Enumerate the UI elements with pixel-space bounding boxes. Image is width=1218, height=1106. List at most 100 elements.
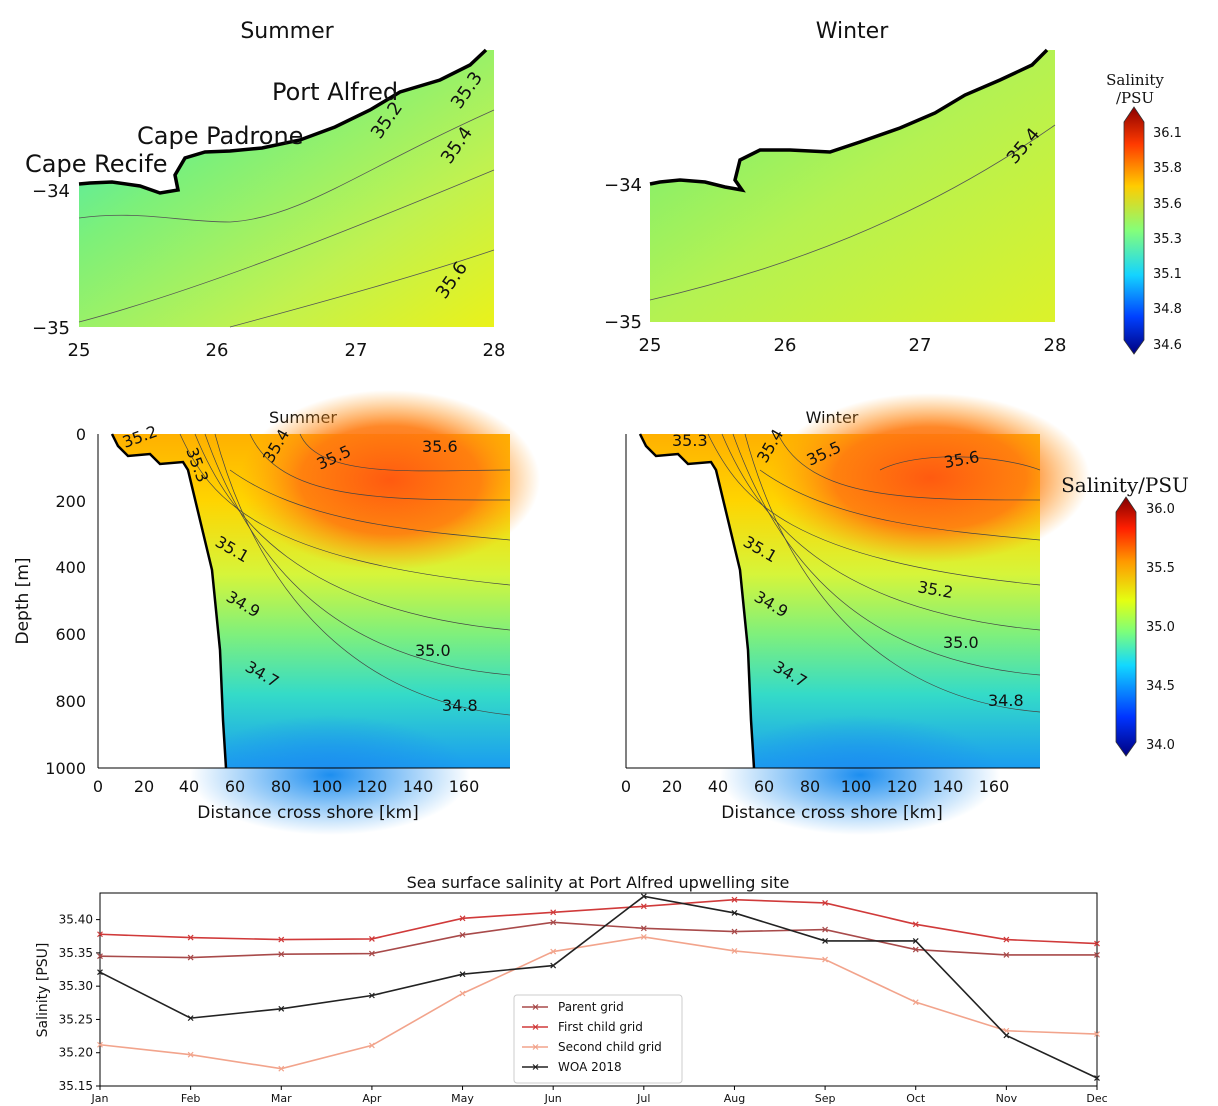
data-point: [1003, 1032, 1010, 1039]
line-chart-ytick: 35.25: [59, 1012, 93, 1026]
map-summer-coastline: [78, 48, 488, 195]
legend-label: WOA 2018: [558, 1060, 622, 1074]
colorbar-1-tick: 34.6: [1153, 338, 1182, 353]
section-winter-xtick: 80: [800, 777, 820, 796]
map-winter-title: Winter: [816, 19, 889, 44]
map-summer-contour-3: [229, 249, 495, 328]
data-point: [550, 948, 557, 955]
section-summer: Summer 35.2 35.3 35.4 35.5 35.6 35.1 34.…: [13, 390, 540, 835]
section-summer-land: [98, 434, 226, 768]
section-summer-xtick: 80: [271, 777, 291, 796]
map-winter-contour: [649, 124, 1056, 301]
data-point: [640, 893, 647, 900]
colorbar-2-tick: 35.0: [1146, 620, 1175, 635]
legend-marker: [532, 1044, 539, 1050]
place-label-port-alfred: Port Alfred: [272, 78, 398, 106]
section-summer-ytick: 600: [55, 625, 86, 644]
data-point: [550, 962, 557, 969]
map-summer-xtick: 25: [68, 340, 91, 361]
data-point: [459, 915, 466, 922]
data-point: [187, 1015, 194, 1022]
map-summer-contour-1: [78, 109, 495, 223]
map-summer-xtick: 27: [345, 340, 368, 361]
map-winter: Winter 35.4 25 26 27 28 −34 −35: [604, 19, 1066, 356]
section-summer-ytick: 800: [55, 692, 86, 711]
data-point: [278, 1065, 285, 1072]
line-chart-ytick: 35.15: [59, 1079, 93, 1093]
section-winter: Winter 35.3 35.4 35.5 35.6 35.1 35.2 34.…: [621, 393, 1090, 835]
section-winter-xtick: 120: [887, 777, 918, 796]
line-chart-xtick: Nov: [996, 1092, 1018, 1105]
section-summer-xtick: 60: [225, 777, 245, 796]
map-summer: Summer 25 26 27 28 −34 −35 Port Alfred C…: [25, 19, 505, 361]
data-point: [1094, 951, 1100, 958]
colorbar-2: Salinity/PSU 36.0 35.5 35.0 34.5 34.0: [1061, 473, 1189, 757]
colorbar-2-label: Salinity/PSU: [1061, 473, 1189, 497]
section-summer-contour-label: 35.0: [415, 641, 451, 660]
series-line-first-child-grid: [99, 898, 1098, 945]
data-point: [731, 928, 738, 935]
colorbar-1-tick: 35.8: [1153, 161, 1182, 176]
data-point: [459, 990, 466, 997]
section-winter-contour-label: 35.0: [943, 633, 979, 652]
colorbar-2-tick: 34.0: [1146, 738, 1175, 753]
legend-marker: [532, 1064, 539, 1070]
line-chart-xtick: Mar: [271, 1092, 292, 1105]
colorbar-1-ticks: 36.1 35.8 35.6 35.3 35.1 34.8 34.6: [1153, 126, 1182, 353]
data-point: [912, 937, 919, 944]
data-point: [368, 935, 375, 942]
data-point: [731, 910, 738, 916]
colorbar-1-label-line2: /PSU: [1116, 89, 1154, 107]
data-point: [822, 900, 829, 906]
map-summer-xtick: 28: [483, 340, 506, 361]
map-summer-ytick: −35: [32, 318, 70, 339]
data-point: [459, 971, 466, 978]
section-winter-xtick: 140: [933, 777, 964, 796]
section-summer-xtick: 0: [93, 777, 103, 796]
data-point: [278, 951, 285, 958]
line-chart-ytick: 35.30: [59, 979, 93, 993]
section-summer-xtick: 100: [312, 777, 343, 796]
colorbar-2-bar: [1115, 496, 1137, 757]
map-summer-contour-2: [78, 169, 495, 323]
data-point: [1003, 936, 1010, 943]
legend-label: First child grid: [558, 1020, 643, 1034]
data-point: [640, 933, 647, 940]
data-point: [97, 931, 103, 938]
map-winter-xtick: 27: [909, 335, 932, 356]
data-point: [550, 919, 557, 926]
line-chart-ylabel: Salinity [PSU]: [35, 943, 51, 1038]
line-chart-legend: Parent grid First child grid Second child …: [513, 994, 683, 1084]
section-summer-ytick: 0: [76, 425, 86, 444]
colorbar-1-tick: 36.1: [1153, 126, 1182, 141]
line-chart-xtick: Aug: [724, 1092, 745, 1105]
data-point: [459, 932, 466, 938]
colorbar-1-bar: [1123, 106, 1145, 355]
data-point: [97, 1041, 103, 1048]
map-winter-land: [650, 50, 1055, 190]
map-winter-xtick: 26: [774, 335, 797, 356]
colorbar-1-tick: 34.8: [1153, 302, 1182, 317]
section-summer-xtick: 40: [179, 777, 199, 796]
section-winter-slope-line: [638, 433, 756, 769]
section-summer-ylabel: Depth [m]: [13, 557, 33, 644]
line-chart-ytick: 35.40: [59, 913, 93, 927]
colorbar-2-tick: 35.5: [1146, 561, 1175, 576]
place-label-cape-recife: Cape Recife: [25, 150, 168, 178]
data-point: [278, 1005, 285, 1012]
colorbar-2-tick: 36.0: [1146, 502, 1175, 517]
data-point: [1003, 951, 1010, 958]
section-summer-contour-label: 35.6: [422, 437, 458, 456]
map-winter-xtick: 28: [1044, 335, 1067, 356]
data-point: [1094, 1075, 1100, 1081]
data-point: [822, 937, 829, 944]
data-point: [731, 947, 738, 954]
line-chart-xtick: Feb: [181, 1092, 200, 1105]
data-point: [912, 999, 919, 1006]
data-point: [640, 903, 647, 910]
data-point: [97, 969, 103, 976]
section-winter-xtick: 100: [841, 777, 872, 796]
colorbar-1: Salinity /PSU 36.1 35.8 35.6 35.3 35.1 3…: [1106, 71, 1182, 355]
section-summer-xtick: 160: [449, 777, 480, 796]
